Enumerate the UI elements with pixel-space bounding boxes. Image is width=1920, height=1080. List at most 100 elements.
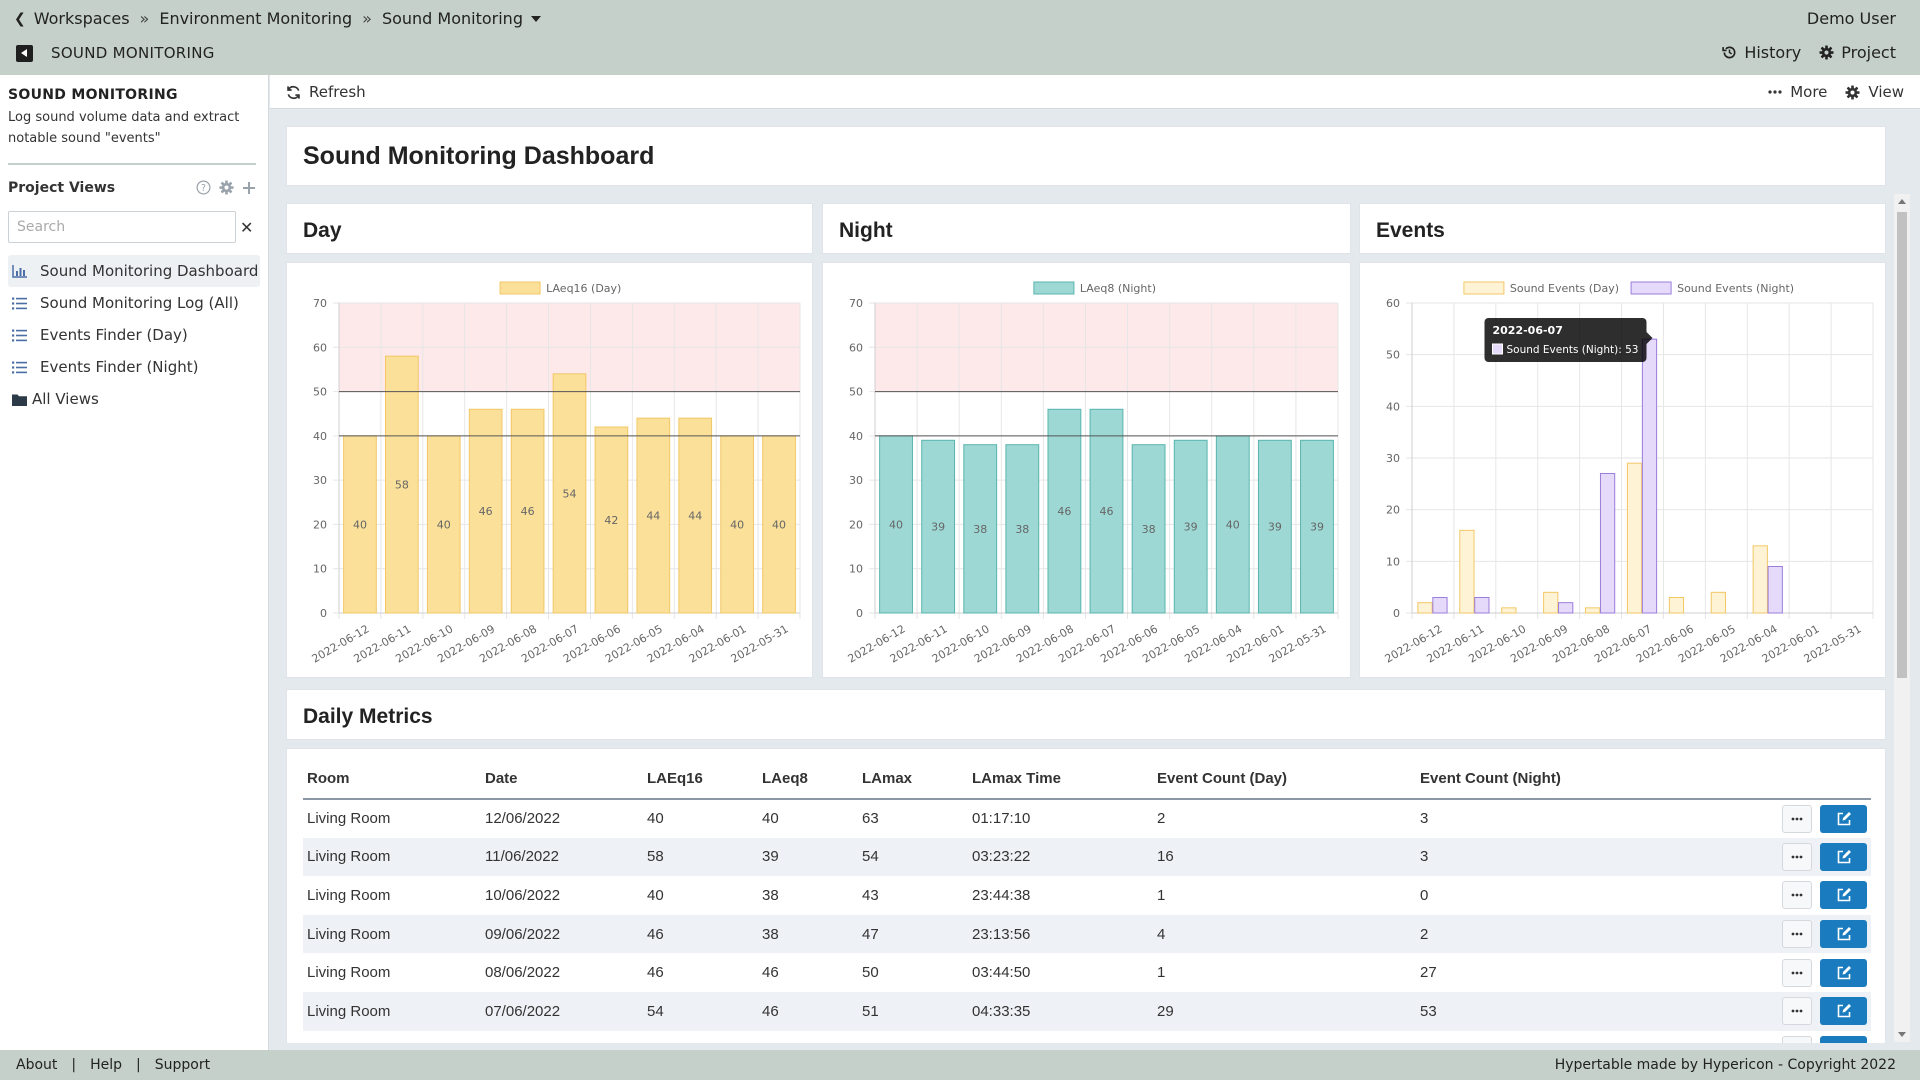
table-row[interactable]: Living Room 07/06/2022 54 46 51 04:33:35 29 53 bbox=[303, 991, 1871, 1031]
column-header[interactable]: Event Count (Night) bbox=[1416, 759, 1756, 800]
sidebar-item-sound-monitoring-dashboard[interactable]: Sound Monitoring Dashboard bbox=[8, 255, 260, 287]
edit-icon bbox=[1837, 811, 1851, 826]
table-cell: 16 bbox=[1153, 837, 1416, 877]
row-edit-button[interactable] bbox=[1820, 958, 1867, 987]
scrollbar-thumb[interactable] bbox=[1897, 212, 1907, 678]
y-tick-label: 50 bbox=[313, 386, 327, 399]
data-label: 46 bbox=[521, 505, 535, 518]
breadcrumb-sound-monitoring[interactable]: Sound Monitoring bbox=[381, 9, 523, 28]
table-cell: 23:13:56 bbox=[968, 914, 1153, 954]
table-cell: 11/06/2022 bbox=[481, 837, 643, 877]
plus-icon[interactable] bbox=[242, 181, 256, 195]
support-link[interactable]: Support bbox=[154, 1057, 211, 1073]
sidebar-title: SOUND MONITORING bbox=[8, 87, 178, 103]
ellipsis-icon bbox=[1791, 971, 1803, 975]
refresh-button[interactable]: Refresh bbox=[286, 83, 366, 101]
bar bbox=[552, 373, 587, 614]
breadcrumb-workspaces[interactable]: Workspaces bbox=[33, 9, 130, 28]
sidebar-item-label: Events Finder (Day) bbox=[40, 326, 188, 344]
events-title: Events bbox=[1376, 219, 1445, 242]
table-cell: 27 bbox=[1420, 964, 1437, 982]
more-button[interactable]: More bbox=[1768, 83, 1827, 101]
row-edit-button[interactable] bbox=[1820, 842, 1867, 871]
table-cell: 1 bbox=[1157, 886, 1166, 904]
table-cell: Living Room bbox=[307, 810, 391, 828]
row-actions bbox=[1756, 1031, 1871, 1043]
table-row[interactable]: Living Room 10/06/2022 40 38 43 23:44:38 1 0 bbox=[303, 876, 1871, 915]
bar bbox=[1257, 439, 1292, 614]
table-row[interactable]: Living Room 08/06/2022 46 46 50 03:44:50 1 27 bbox=[303, 953, 1871, 992]
table-cell: 4 bbox=[1153, 914, 1416, 954]
data-label: 46 bbox=[1100, 505, 1114, 518]
table-cell: 03:44:50 bbox=[972, 964, 1031, 982]
breadcrumb-separator: » bbox=[362, 9, 372, 28]
day-header: Day bbox=[286, 203, 813, 254]
help-icon[interactable]: ? bbox=[196, 180, 211, 195]
table-cell bbox=[303, 1031, 481, 1043]
refresh-icon bbox=[286, 85, 301, 100]
column-header[interactable]: LAmax Time bbox=[968, 759, 1153, 800]
data-label: 44 bbox=[646, 510, 660, 523]
legend-label: LAeq8 (Night) bbox=[1080, 282, 1156, 295]
column-header[interactable]: Room bbox=[303, 759, 481, 800]
column-header-actions bbox=[1756, 759, 1871, 800]
table-row[interactable]: Living Room 12/06/2022 40 40 63 01:17:10 2 3 bbox=[303, 799, 1871, 838]
table-row[interactable] bbox=[303, 1031, 1871, 1043]
row-more-button[interactable] bbox=[1782, 881, 1812, 910]
row-more-button[interactable] bbox=[1782, 920, 1812, 949]
row-more-button[interactable] bbox=[1782, 958, 1812, 987]
row-edit-button[interactable] bbox=[1820, 804, 1867, 833]
row-edit-button[interactable] bbox=[1820, 920, 1867, 949]
table-cell: 50 bbox=[862, 964, 879, 982]
row-more-button[interactable] bbox=[1782, 1035, 1812, 1043]
search-input[interactable] bbox=[8, 211, 236, 243]
column-header[interactable]: LAmax bbox=[858, 759, 968, 800]
scroll-up-icon[interactable] bbox=[1898, 199, 1906, 204]
help-link[interactable]: Help bbox=[90, 1057, 123, 1073]
table-cell: Living Room bbox=[303, 914, 481, 954]
sidebar-item-sound-monitoring-log[interactable]: Sound Monitoring Log (All) bbox=[8, 287, 260, 319]
bar bbox=[1173, 439, 1208, 614]
main-scrollbar[interactable] bbox=[1894, 194, 1910, 1042]
row-edit-button[interactable] bbox=[1820, 997, 1867, 1026]
row-more-button[interactable] bbox=[1782, 804, 1812, 833]
legend-swatch bbox=[1033, 281, 1075, 295]
about-link[interactable]: About bbox=[16, 1057, 58, 1073]
row-edit-button[interactable] bbox=[1820, 1035, 1867, 1043]
sidebar-item-events-finder-night[interactable]: Events Finder (Night) bbox=[8, 351, 260, 383]
view-label: View bbox=[1868, 83, 1904, 101]
history-button[interactable]: History bbox=[1722, 43, 1801, 62]
clear-search-icon[interactable]: ✕ bbox=[240, 218, 254, 237]
column-header[interactable]: Event Count (Day) bbox=[1153, 759, 1416, 800]
bar bbox=[1752, 545, 1768, 614]
row-edit-button[interactable] bbox=[1820, 881, 1867, 910]
row-more-button[interactable] bbox=[1782, 842, 1812, 871]
caret-down-icon[interactable] bbox=[530, 15, 541, 22]
y-tick-label: 0 bbox=[1393, 607, 1400, 620]
collapse-sidebar-icon[interactable] bbox=[16, 45, 33, 62]
y-tick-label: 10 bbox=[849, 563, 863, 576]
y-tick-label: 40 bbox=[1386, 400, 1400, 413]
legend-swatch bbox=[1630, 281, 1672, 295]
gear-icon[interactable] bbox=[219, 180, 234, 195]
column-header[interactable]: LAeq8 bbox=[758, 759, 858, 800]
view-button[interactable]: View bbox=[1845, 83, 1904, 101]
tooltip-swatch bbox=[1492, 343, 1503, 355]
user-menu[interactable]: Demo User bbox=[1806, 9, 1896, 28]
chevron-left-icon[interactable]: ❮ bbox=[14, 10, 26, 27]
breadcrumb-separator: » bbox=[139, 9, 150, 28]
breadcrumb-environment-monitoring[interactable]: Environment Monitoring bbox=[159, 9, 353, 28]
data-label: 40 bbox=[730, 518, 744, 531]
row-more-button[interactable] bbox=[1782, 997, 1812, 1026]
data-label: 40 bbox=[772, 518, 786, 531]
table-row[interactable]: Living Room 09/06/2022 46 38 47 23:13:56 4 2 bbox=[303, 914, 1871, 954]
column-header[interactable]: LAEq16 bbox=[643, 759, 758, 800]
data-label: 42 bbox=[604, 514, 618, 527]
sidebar-item-all-views[interactable]: All Views bbox=[8, 383, 260, 415]
project-button[interactable]: Project bbox=[1819, 43, 1896, 62]
scroll-down-icon[interactable] bbox=[1898, 1032, 1906, 1037]
table-row[interactable]: Living Room 11/06/2022 58 39 54 03:23:22 16 3 bbox=[303, 837, 1871, 877]
column-header[interactable]: Date bbox=[481, 759, 643, 800]
sidebar-item-events-finder-day[interactable]: Events Finder (Day) bbox=[8, 319, 260, 351]
data-label: 39 bbox=[1310, 521, 1324, 534]
